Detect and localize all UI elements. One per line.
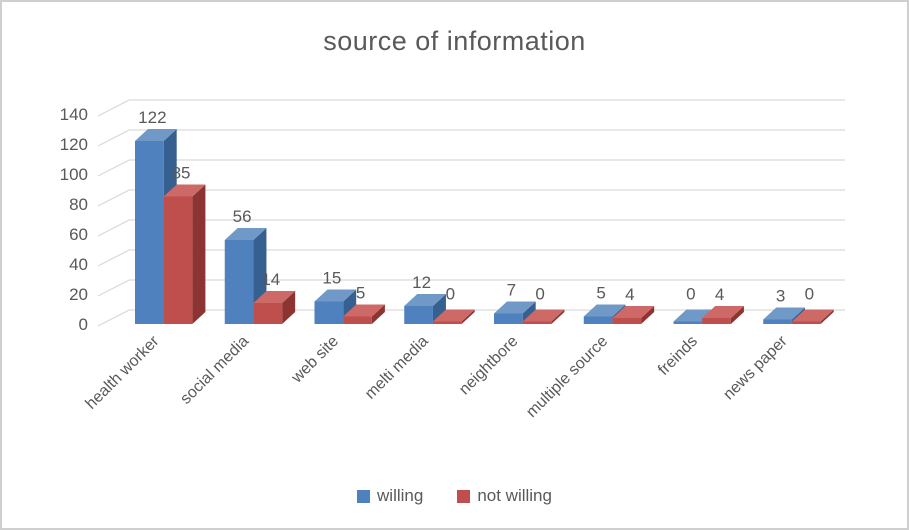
bar-not-willing-web-site-side — [371, 304, 385, 324]
value-label-willing-melti-media: 12 — [412, 273, 431, 292]
x-axis-label-news-paper: news paper — [720, 332, 791, 403]
value-label-not-willing-neightbore: 0 — [535, 285, 544, 304]
x-axis-label-web-site: web site — [288, 333, 342, 387]
bar-not-willing-freinds-side — [730, 306, 744, 324]
legend-item-willing: willing — [357, 486, 423, 506]
bar-not-willing-melti-media — [432, 321, 462, 324]
bar-not-willing-social-media — [253, 303, 283, 324]
value-label-willing-news-paper: 3 — [776, 287, 785, 306]
bar-willing-news-paper-top — [763, 307, 805, 320]
bar-willing-social-media-top — [224, 228, 267, 240]
value-label-not-willing-health-worker: 85 — [172, 164, 191, 183]
gridline-tick-80 — [97, 189, 130, 207]
bar-willing-melti-media-top — [404, 294, 446, 306]
value-label-willing-freinds: 0 — [686, 285, 695, 304]
bar-not-willing-social-media-side — [282, 291, 296, 324]
x-axis-label-freinds: freinds — [655, 333, 701, 379]
gridline-tick-60 — [97, 219, 130, 237]
bar-not-willing-news-paper — [791, 321, 821, 324]
chart-legend: willing not willing — [2, 486, 907, 506]
legend-swatch-willing — [357, 489, 371, 503]
chart-title: source of information — [323, 26, 586, 56]
value-label-not-willing-melti-media: 0 — [446, 285, 455, 304]
gridline-tick-100 — [97, 159, 130, 177]
bar-not-willing-neightbore-side — [551, 309, 565, 324]
gridline-tick-0 — [97, 309, 130, 327]
value-label-willing-health-worker: 122 — [138, 108, 166, 127]
bar-willing-multiple-source-top — [583, 304, 626, 317]
x-axis-label-health-worker: health worker — [83, 332, 163, 412]
y-axis-label-80: 80 — [69, 195, 88, 214]
bar-willing-web-site — [314, 301, 344, 324]
y-axis-label-100: 100 — [60, 165, 88, 184]
x-axis-label-melti-media: melti media — [362, 333, 432, 403]
legend-item-not-willing: not willing — [457, 486, 552, 506]
y-axis-label-20: 20 — [69, 285, 88, 304]
bar-not-willing-social-media-top — [253, 291, 296, 303]
x-axis-label-neightbore: neightbore — [456, 333, 522, 399]
value-label-not-willing-news-paper: 0 — [805, 285, 814, 304]
legend-swatch-not-willing — [457, 489, 471, 503]
bar-willing-melti-media-side — [432, 294, 446, 324]
y-axis-label-0: 0 — [79, 315, 88, 334]
bar-willing-neightbore-side — [522, 301, 536, 324]
bar-not-willing-melti-media-top — [432, 309, 475, 322]
value-label-willing-social-media: 56 — [233, 207, 252, 226]
bar-not-willing-web-site-top — [343, 304, 385, 317]
legend-label-willing: willing — [377, 486, 424, 505]
y-axis-label-140: 140 — [60, 105, 88, 124]
value-label-not-willing-freinds: 4 — [715, 285, 724, 304]
y-axis-label-40: 40 — [69, 255, 88, 274]
value-label-willing-neightbore: 7 — [507, 281, 516, 300]
bar-not-willing-web-site — [343, 316, 372, 324]
x-axis-label-multiple-source: multiple source — [523, 333, 611, 421]
bar-willing-social-media — [224, 240, 254, 324]
bar-not-willing-health-worker — [163, 196, 193, 324]
bar-not-willing-news-paper-top — [791, 309, 834, 322]
gridline-tick-120 — [97, 129, 130, 147]
gridline-tick-40 — [97, 249, 130, 267]
bar-not-willing-health-worker-top — [163, 184, 206, 197]
value-label-willing-web-site: 15 — [322, 269, 341, 288]
legend-label-not-willing: not willing — [477, 486, 552, 505]
bar-not-willing-multiple-source-side — [641, 306, 655, 324]
bar-willing-health-worker-top — [135, 129, 177, 141]
bar-not-willing-freinds — [702, 318, 731, 324]
bar-not-willing-health-worker-side — [192, 184, 206, 324]
value-label-not-willing-web-site: 5 — [356, 284, 365, 303]
y-axis-label-120: 120 — [60, 135, 88, 154]
bar-willing-freinds — [673, 321, 703, 324]
bar-not-willing-neightbore-top — [522, 309, 565, 322]
y-axis-label-60: 60 — [69, 225, 88, 244]
bar-willing-neightbore-top — [494, 301, 536, 314]
bar-willing-news-paper — [763, 319, 792, 324]
bar-willing-melti-media — [404, 306, 433, 324]
bar-not-willing-melti-media-side — [461, 309, 475, 324]
value-label-not-willing-multiple-source: 4 — [625, 285, 634, 304]
bar-not-willing-freinds-top — [702, 306, 744, 318]
gridline-tick-20 — [97, 279, 130, 297]
x-axis-label-social-media: social media — [177, 333, 252, 408]
value-label-not-willing-social-media: 14 — [261, 270, 280, 289]
bar-willing-neightbore — [494, 313, 523, 324]
gridline-tick-140 — [97, 99, 130, 117]
bar-not-willing-news-paper-side — [820, 309, 834, 324]
bar-not-willing-multiple-source — [612, 318, 642, 324]
bar-willing-web-site-top — [314, 289, 357, 302]
bar-willing-health-worker — [135, 141, 164, 324]
bar-willing-multiple-source — [583, 316, 613, 324]
value-label-willing-multiple-source: 5 — [596, 284, 605, 303]
bar-not-willing-neightbore — [522, 321, 552, 324]
bar-not-willing-multiple-source-top — [612, 306, 655, 318]
